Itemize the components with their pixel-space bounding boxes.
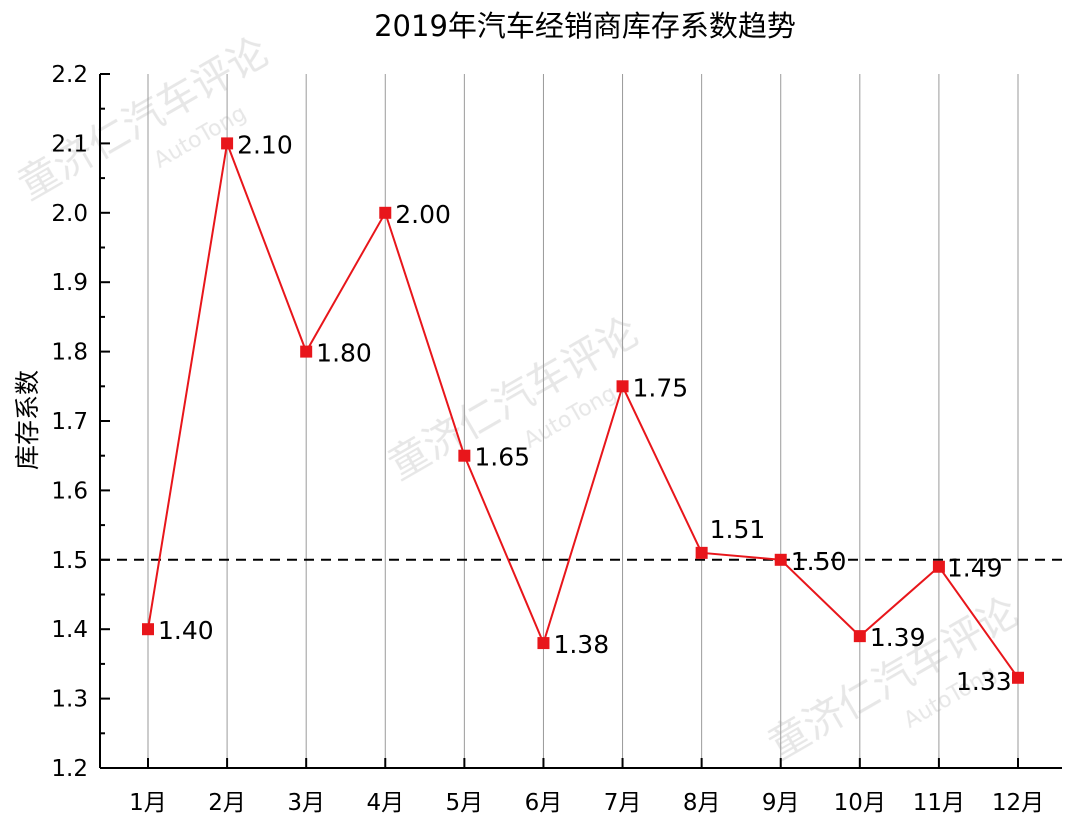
data-marker xyxy=(774,553,787,566)
vertical-gridlines xyxy=(147,74,1019,768)
data-marker xyxy=(221,137,234,150)
x-tick-label: 1月 xyxy=(129,790,167,816)
data-markers xyxy=(142,137,1024,684)
x-tick-label: 10月 xyxy=(834,790,886,816)
data-label: 1.39 xyxy=(870,623,926,652)
y-tick-label: 2.1 xyxy=(51,131,88,157)
y-tick-label: 1.4 xyxy=(51,617,88,643)
data-marker xyxy=(695,546,708,559)
x-tick-label: 11月 xyxy=(913,790,965,816)
y-tick-label: 1.8 xyxy=(51,340,88,366)
y-tick-label: 1.7 xyxy=(51,409,88,435)
y-axis-ticks: 1.2 1.3 1.4 1.5 1.6 1.7 1.8 1.9 2.0 2.1 2.2 xyxy=(51,62,110,782)
y-tick-label: 2.2 xyxy=(51,62,88,88)
x-tick-label: 7月 xyxy=(604,790,642,816)
data-marker xyxy=(300,345,313,358)
y-tick-label: 1.6 xyxy=(51,478,88,504)
data-labels: 1.40 2.10 1.80 2.00 1.65 1.38 1.75 1.51 1.50 1.39… xyxy=(158,130,1012,695)
data-label: 1.38 xyxy=(553,630,609,659)
x-tick-label: 4月 xyxy=(366,790,404,816)
data-marker xyxy=(379,206,392,219)
data-label: 2.00 xyxy=(395,200,451,229)
x-axis-ticks: 1月 2月 3月 4月 5月 6月 7月 8月 9月 10月 11月 12月 xyxy=(129,758,1044,816)
chart-title: 2019年汽车经销商库存系数趋势 xyxy=(374,9,796,43)
data-label: 1.75 xyxy=(633,373,689,402)
data-marker xyxy=(142,623,154,636)
data-label: 1.33 xyxy=(956,667,1012,696)
x-tick-label: 9月 xyxy=(762,790,800,816)
data-marker xyxy=(853,630,866,643)
data-label: 1.51 xyxy=(710,515,766,544)
data-label: 1.40 xyxy=(158,616,214,645)
x-tick-label: 3月 xyxy=(287,790,325,816)
series-line xyxy=(147,139,1019,679)
data-label: 2.10 xyxy=(237,130,293,159)
y-tick-label: 1.9 xyxy=(51,270,88,296)
y-tick-label: 1.5 xyxy=(51,548,88,574)
data-label: 1.65 xyxy=(474,443,530,472)
watermark-group: 童济仁汽车评论AutoTong童济仁汽车评论AutoTong童济仁汽车评论Aut… xyxy=(11,29,1026,769)
data-marker xyxy=(537,637,550,650)
y-tick-label: 2.0 xyxy=(51,201,88,227)
data-marker xyxy=(1012,671,1024,684)
x-tick-label: 6月 xyxy=(525,790,563,816)
data-marker xyxy=(932,560,945,573)
x-tick-label: 5月 xyxy=(446,790,484,816)
y-tick-label: 1.2 xyxy=(51,756,88,782)
data-label: 1.50 xyxy=(791,547,847,576)
y-axis-label: 库存系数 xyxy=(13,370,42,470)
y-tick-label: 1.3 xyxy=(51,687,88,713)
data-marker xyxy=(458,449,471,462)
data-label: 1.49 xyxy=(947,554,1003,583)
x-tick-label: 2月 xyxy=(208,790,246,816)
x-tick-label: 8月 xyxy=(683,790,721,816)
data-marker xyxy=(616,380,629,393)
data-label: 1.80 xyxy=(316,339,372,368)
x-tick-label: 12月 xyxy=(992,790,1044,816)
